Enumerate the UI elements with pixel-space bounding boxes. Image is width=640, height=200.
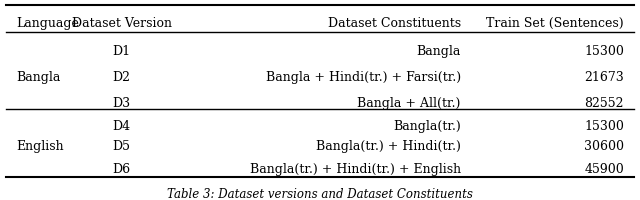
Text: Bangla + Hindi(tr.) + Farsi(tr.): Bangla + Hindi(tr.) + Farsi(tr.) xyxy=(266,71,461,83)
Text: Bangla + All(tr.): Bangla + All(tr.) xyxy=(357,97,461,109)
Text: 45900: 45900 xyxy=(584,163,624,175)
Text: D6: D6 xyxy=(113,163,131,175)
Text: D2: D2 xyxy=(113,71,131,83)
Text: D1: D1 xyxy=(113,45,131,57)
Text: Dataset Version: Dataset Version xyxy=(72,17,172,29)
Text: English: English xyxy=(16,140,63,152)
Text: Bangla: Bangla xyxy=(16,71,60,83)
Text: 15300: 15300 xyxy=(584,45,624,57)
Text: 15300: 15300 xyxy=(584,120,624,132)
Text: D3: D3 xyxy=(113,97,131,109)
Text: D4: D4 xyxy=(113,120,131,132)
Text: Bangla: Bangla xyxy=(417,45,461,57)
Text: D5: D5 xyxy=(113,140,131,152)
Text: Train Set (Sentences): Train Set (Sentences) xyxy=(486,17,624,29)
Text: Bangla(tr.) + Hindi(tr.): Bangla(tr.) + Hindi(tr.) xyxy=(316,140,461,152)
Text: Bangla(tr.): Bangla(tr.) xyxy=(393,120,461,132)
Text: 82552: 82552 xyxy=(584,97,624,109)
Text: Language: Language xyxy=(16,17,79,29)
Text: 30600: 30600 xyxy=(584,140,624,152)
Text: Dataset Constituents: Dataset Constituents xyxy=(328,17,461,29)
Text: Bangla(tr.) + Hindi(tr.) + English: Bangla(tr.) + Hindi(tr.) + English xyxy=(250,163,461,175)
Text: 21673: 21673 xyxy=(584,71,624,83)
Text: Table 3: Dataset versions and Dataset Constituents: Table 3: Dataset versions and Dataset Co… xyxy=(167,188,473,200)
